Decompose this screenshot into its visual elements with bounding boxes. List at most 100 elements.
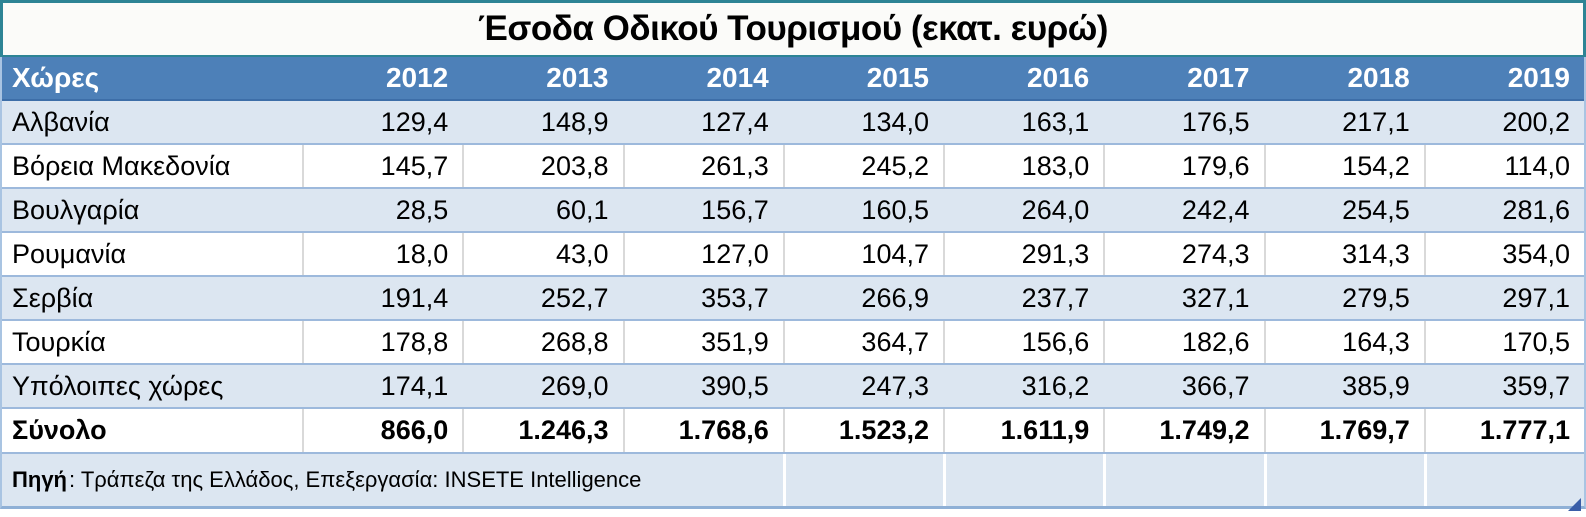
value-cell: 163,1 <box>1021 106 1090 137</box>
value-cell: 351,9 <box>622 321 783 363</box>
value-cell: 127,4 <box>701 106 769 137</box>
value-cell: 170,5 <box>1423 321 1584 363</box>
value-cell: 217,1 <box>1342 106 1410 137</box>
source-cell: Πηγή: Τράπεζα της Ελλάδος, Επεξεργασία: … <box>2 454 783 506</box>
value-cell: 274,3 <box>1103 233 1263 275</box>
table-row: Σερβία 191,4 252,7 353,7 266,9 237,7 327,1 279,… <box>2 277 1584 321</box>
value-cell: 183,0 <box>943 145 1103 187</box>
total-value-cell: 1.749,2 <box>1103 409 1263 452</box>
total-value-cell: 1.246,3 <box>462 409 622 452</box>
value-cell: 114,0 <box>1423 145 1584 187</box>
header-cell-year: 2018 <box>1347 62 1410 93</box>
country-cell: Σερβία <box>12 282 94 313</box>
value-cell: 247,3 <box>861 370 929 401</box>
header-cell-year: 2017 <box>1187 62 1250 93</box>
value-cell: 242,4 <box>1181 194 1250 225</box>
header-cell-year: 2014 <box>706 62 769 93</box>
footer-empty-cell <box>782 454 943 506</box>
table-row: Τουρκία 178,8 268,8 351,9 364,7 156,6 182,6 164… <box>2 321 1584 365</box>
value-cell: 156,6 <box>943 321 1103 363</box>
value-cell: 60,1 <box>555 194 609 225</box>
value-cell: 268,8 <box>462 321 622 363</box>
value-cell: 154,2 <box>1263 145 1424 187</box>
value-cell: 359,7 <box>1502 370 1570 401</box>
table-footer-row: Πηγή: Τράπεζα της Ελλάδος, Επεξεργασία: … <box>2 454 1584 506</box>
value-cell: 252,7 <box>540 282 609 313</box>
value-cell: 134,0 <box>861 106 929 137</box>
value-cell: 28,5 <box>395 194 449 225</box>
table-row: Βόρεια Μακεδονία 145,7 203,8 261,3 245,2 183,… <box>2 145 1584 189</box>
table-body: Αλβανία 129,4 148,9 127,4 134,0 163,1 176,5 217… <box>2 101 1584 409</box>
total-value-cell: 1.523,2 <box>782 409 943 452</box>
value-cell: 104,7 <box>782 233 943 275</box>
value-cell: 385,9 <box>1342 370 1410 401</box>
total-value-cell: 866,0 <box>302 409 462 452</box>
footer-empty-cell <box>1103 454 1263 506</box>
value-cell: 327,1 <box>1181 282 1250 313</box>
resize-handle-icon[interactable] <box>1568 498 1581 511</box>
value-cell: 164,3 <box>1263 321 1424 363</box>
total-value-cell: 1.777,1 <box>1423 409 1584 452</box>
footer-empty-cell <box>943 454 1103 506</box>
value-cell: 261,3 <box>622 145 783 187</box>
footer-empty-cell <box>1423 454 1584 506</box>
revenue-table: Χώρες 2012 2013 2014 2015 2016 2017 2018 2019 Αλ… <box>0 57 1586 509</box>
table-total-row: Σύνολο 866,0 1.246,3 1.768,6 1.523,2 1.611,9 1… <box>2 409 1584 454</box>
value-cell: 245,2 <box>782 145 943 187</box>
header-cell-year: 2012 <box>385 62 449 93</box>
table-row: Υπόλοιπες χώρες 174,1 269,0 390,5 247,3 316,2… <box>2 365 1584 409</box>
value-cell: 43,0 <box>462 233 622 275</box>
value-cell: 314,3 <box>1263 233 1424 275</box>
value-cell: 179,6 <box>1103 145 1263 187</box>
value-cell: 203,8 <box>462 145 622 187</box>
total-value-cell: 1.768,6 <box>622 409 783 452</box>
table-row: Αλβανία 129,4 148,9 127,4 134,0 163,1 176,5 217… <box>2 101 1584 145</box>
value-cell: 191,4 <box>380 282 449 313</box>
table-row: Ρουμανία 18,0 43,0 127,0 104,7 291,3 274,3 314,… <box>2 233 1584 277</box>
header-cell-year: 2019 <box>1507 62 1570 93</box>
country-cell: Υπόλοιπες χώρες <box>12 370 224 401</box>
value-cell: 366,7 <box>1181 370 1250 401</box>
total-value-cell: 1.611,9 <box>943 409 1103 452</box>
country-cell: Βόρεια Μακεδονία <box>12 150 231 181</box>
value-cell: 200,2 <box>1502 106 1570 137</box>
value-cell: 353,7 <box>701 282 769 313</box>
value-cell: 279,5 <box>1342 282 1410 313</box>
value-cell: 264,0 <box>1021 194 1090 225</box>
value-cell: 254,5 <box>1342 194 1410 225</box>
source-label: Πηγή <box>12 467 67 492</box>
value-cell: 364,7 <box>782 321 943 363</box>
value-cell: 316,2 <box>1021 370 1090 401</box>
table-title-bar: Έσοδα Οδικού Τουρισμού (εκατ. ευρώ) <box>0 0 1586 57</box>
value-cell: 160,5 <box>861 194 929 225</box>
header-cell-year: 2015 <box>866 62 929 93</box>
value-cell: 182,6 <box>1103 321 1263 363</box>
value-cell: 156,7 <box>701 194 769 225</box>
table-header-row: Χώρες 2012 2013 2014 2015 2016 2017 2018 2019 <box>2 57 1584 101</box>
table-row: Βουλγαρία 28,5 60,1 156,7 160,5 264,0 242,4 254… <box>2 189 1584 233</box>
page-title: Έσοδα Οδικού Τουρισμού (εκατ. ευρώ) <box>478 9 1108 48</box>
value-cell: 297,1 <box>1502 282 1570 313</box>
value-cell: 237,7 <box>1021 282 1090 313</box>
header-cell-countries: Χώρες <box>12 62 100 93</box>
header-cell-year: 2016 <box>1026 62 1090 93</box>
footer-empty-cell <box>1263 454 1424 506</box>
value-cell: 148,9 <box>540 106 609 137</box>
country-cell: Ρουμανία <box>12 238 127 269</box>
total-value-cell: 1.769,7 <box>1263 409 1424 452</box>
value-cell: 390,5 <box>701 370 769 401</box>
value-cell: 129,4 <box>380 106 449 137</box>
value-cell: 176,5 <box>1181 106 1250 137</box>
value-cell: 354,0 <box>1423 233 1584 275</box>
country-cell: Βουλγαρία <box>12 194 140 225</box>
country-cell: Αλβανία <box>12 106 110 137</box>
value-cell: 18,0 <box>302 233 462 275</box>
value-cell: 269,0 <box>540 370 609 401</box>
value-cell: 266,9 <box>861 282 929 313</box>
value-cell: 281,6 <box>1502 194 1570 225</box>
country-cell: Τουρκία <box>12 326 106 357</box>
value-cell: 145,7 <box>302 145 462 187</box>
value-cell: 291,3 <box>943 233 1103 275</box>
total-label-cell: Σύνολο <box>12 415 107 445</box>
